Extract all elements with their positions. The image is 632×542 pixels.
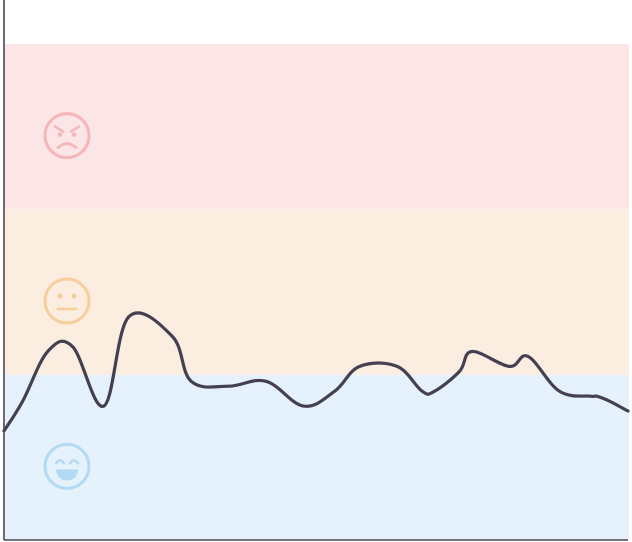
axes	[3, 0, 628, 541]
band-angry	[5, 44, 629, 210]
angry-face-icon	[43, 112, 91, 160]
mood-icons	[43, 112, 91, 490]
happy-face-icon	[43, 442, 91, 490]
series-line-0	[2, 311, 630, 433]
band-neutral	[5, 209, 629, 375]
neutral-face-icon	[43, 277, 91, 325]
mood-bands	[5, 44, 629, 540]
band-happy	[5, 374, 629, 540]
mood-series	[2, 311, 630, 433]
